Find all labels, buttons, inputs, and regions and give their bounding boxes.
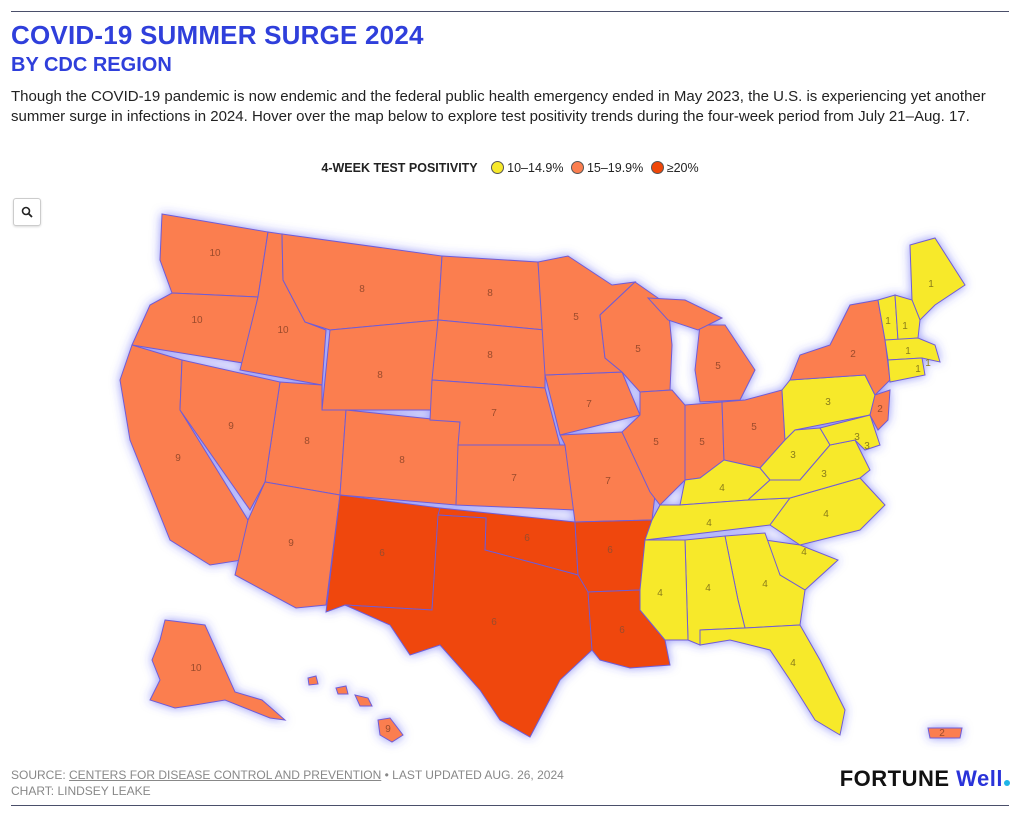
region-3-virginia[interactable] (746, 439, 871, 501)
map-label: 9 (228, 421, 234, 432)
map-label: 4 (762, 579, 768, 590)
us-map[interactable]: 10 10 10 8 8 8 8 8 8 9 9 9 9 10 7 7 7 7 … (0, 185, 1020, 760)
map-label: 4 (801, 547, 807, 558)
map-label: 10 (277, 325, 289, 336)
region-8-montana[interactable] (281, 233, 443, 331)
legend-label-2: 15–19.9% (586, 161, 644, 175)
zoom-button[interactable] (13, 198, 41, 226)
map-label: 4 (706, 518, 712, 529)
legend: 4-WEEK TEST POSITIVITY 10–14.9% 15–19.9%… (0, 161, 1020, 175)
map-label: 9 (385, 724, 391, 735)
region-7-iowa[interactable] (544, 371, 641, 436)
map-label: 1 (928, 279, 934, 290)
map-label: 7 (605, 476, 611, 487)
map-label: 8 (304, 436, 310, 447)
map-label: 9 (288, 538, 294, 549)
page-subtitle: BY CDC REGION (11, 54, 172, 76)
map-label: 10 (209, 248, 221, 259)
map-label: 7 (511, 473, 517, 484)
fortune-well-logo: FORTUNE Well (840, 766, 1010, 792)
map-label: 2 (877, 404, 883, 415)
map-label: 1 (902, 321, 908, 332)
map-label: 3 (854, 432, 860, 443)
map-label: 6 (379, 548, 385, 559)
region-1-connecticut-ri[interactable] (887, 357, 926, 383)
map-label: 7 (586, 399, 592, 410)
map-label: 10 (191, 315, 203, 326)
map-label: 1 (905, 346, 911, 357)
map-label: 4 (705, 583, 711, 594)
map-label: 1 (885, 316, 891, 327)
map-label: 4 (823, 509, 829, 520)
map-label: 9 (175, 453, 181, 464)
region-10-oregon[interactable] (131, 292, 259, 364)
footer-source: SOURCE: CENTERS FOR DISEASE CONTROL AND … (11, 767, 564, 799)
legend-swatch-orange (570, 161, 584, 174)
top-rule (11, 11, 1009, 12)
map-label: 6 (491, 617, 497, 628)
map-label: 3 (864, 441, 870, 452)
map-label: 3 (821, 469, 827, 480)
search-icon (21, 206, 33, 218)
region-9-hawaii[interactable] (377, 717, 404, 743)
map-label: 7 (491, 408, 497, 419)
region-9-hawaii-kauai[interactable] (307, 675, 319, 686)
map-label: 3 (825, 397, 831, 408)
map-label: 5 (715, 361, 721, 372)
map-label: 2 (939, 728, 945, 739)
last-updated: • LAST UPDATED AUG. 26, 2024 (381, 768, 564, 782)
region-labels: 10 10 10 8 8 8 8 8 8 9 9 9 9 10 7 7 7 7 … (175, 248, 945, 739)
map-label: 6 (607, 545, 613, 556)
region-5-michigan-upper[interactable] (646, 297, 724, 331)
region-5-michigan-lower[interactable] (694, 324, 756, 403)
region-4-mississippi[interactable] (639, 539, 689, 641)
legend-label-3: ≥20% (666, 161, 699, 175)
map-label: 4 (657, 588, 663, 599)
source-prefix: SOURCE: (11, 768, 70, 782)
region-9-hawaii-maui[interactable] (354, 694, 373, 707)
map-label: 4 (719, 483, 725, 494)
region-6-texas[interactable] (344, 514, 593, 738)
map-label: 5 (751, 422, 757, 433)
region-2-puerto-rico[interactable] (927, 727, 963, 739)
region-1-new-hampshire[interactable] (894, 294, 921, 341)
region-10-alaska[interactable] (149, 619, 287, 721)
region-9-nevada[interactable] (179, 359, 281, 511)
map-label: 6 (524, 533, 530, 544)
legend-swatch-red (650, 161, 664, 174)
source-link[interactable]: CENTERS FOR DISEASE CONTROL AND PREVENTI… (69, 768, 382, 782)
map-label: 2 (850, 349, 856, 360)
map-label: 5 (653, 437, 659, 448)
region-8-wyoming[interactable] (321, 319, 439, 411)
map-label: 1 (915, 364, 921, 375)
region-1-maine[interactable] (909, 237, 966, 321)
map-label: 5 (699, 437, 705, 448)
map-label: 1 (925, 358, 931, 369)
map-label: 8 (377, 370, 383, 381)
legend-label-1: 10–14.9% (507, 161, 564, 175)
bottom-rule (11, 805, 1009, 806)
map-label: 8 (359, 284, 365, 295)
map-label: 4 (790, 658, 796, 669)
map-label: 5 (573, 312, 579, 323)
map-label: 6 (619, 625, 625, 636)
description: Though the COVID-19 pandemic is now ende… (11, 88, 986, 125)
map-label: 8 (487, 288, 493, 299)
map-label: 3 (790, 450, 796, 461)
region-2-new-jersey[interactable] (869, 389, 891, 431)
map-label: 10 (190, 663, 202, 674)
map-label: 8 (399, 455, 405, 466)
region-9-hawaii-oahu[interactable] (335, 685, 349, 695)
page-title: COVID-19 SUMMER SURGE 2024 (11, 20, 424, 50)
legend-swatch-yellow (491, 161, 505, 174)
map-label: 8 (487, 350, 493, 361)
map-label: 5 (635, 344, 641, 355)
logo-well: Well (956, 766, 1003, 791)
logo-dot (1004, 780, 1010, 786)
legend-title: 4-WEEK TEST POSITIVITY (321, 161, 478, 175)
region-4-florida[interactable] (699, 624, 846, 736)
region-4-tennessee[interactable] (644, 497, 792, 541)
logo-fortune: FORTUNE (839, 766, 950, 791)
chart-credit: CHART: LINDSEY LEAKE (11, 784, 151, 798)
